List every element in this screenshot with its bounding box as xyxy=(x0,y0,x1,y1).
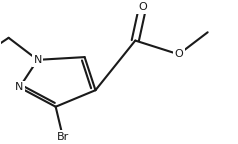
Text: N: N xyxy=(15,82,24,92)
Text: Br: Br xyxy=(57,132,69,142)
Text: N: N xyxy=(33,55,42,65)
Text: O: O xyxy=(138,2,147,13)
Text: O: O xyxy=(174,49,183,59)
